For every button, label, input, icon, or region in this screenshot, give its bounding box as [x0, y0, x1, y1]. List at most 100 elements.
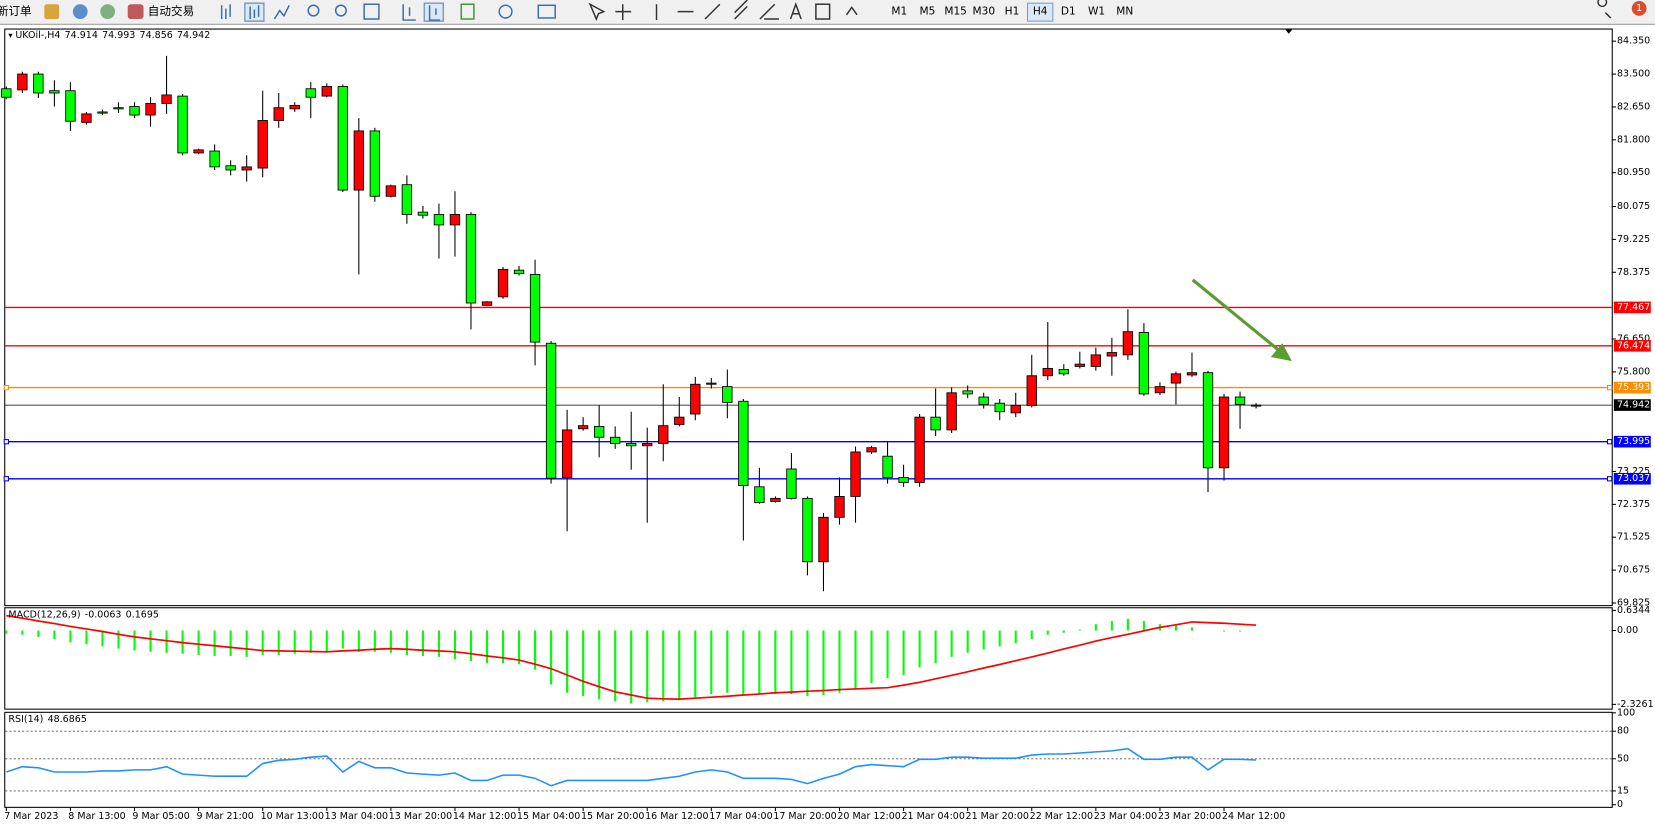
- candle-body: [1026, 375, 1037, 406]
- price-label-bg: [1613, 340, 1651, 352]
- icon[interactable]: [815, 3, 831, 20]
- timeframe-button[interactable]: M15: [944, 6, 967, 18]
- ohlc-close: 74.942: [177, 29, 210, 40]
- notification-badge[interactable]: [1631, 1, 1647, 16]
- x-tick-label: 24 Mar 12:00: [1222, 811, 1285, 822]
- candle-body: [113, 107, 124, 110]
- timeframe-button[interactable]: H4: [1033, 6, 1048, 18]
- y-tick-label: 82.650: [1617, 101, 1650, 112]
- icon-pressed[interactable]: [423, 2, 445, 22]
- signal-value: 0.1695: [126, 609, 159, 620]
- icon[interactable]: [402, 4, 416, 21]
- icon[interactable]: [704, 3, 721, 20]
- line-handle[interactable]: [3, 476, 9, 482]
- candle-body: [513, 269, 525, 275]
- candle-body: [209, 150, 220, 168]
- candle-body: [385, 185, 397, 197]
- icon[interactable]: [789, 2, 802, 20]
- line-handle[interactable]: [1606, 439, 1613, 445]
- icon[interactable]: [537, 4, 556, 19]
- line-handle[interactable]: [1606, 384, 1613, 391]
- timeframe-button[interactable]: M5: [920, 6, 936, 18]
- icon[interactable]: [72, 4, 88, 20]
- price-label-bg: [1613, 399, 1651, 411]
- icon[interactable]: [249, 5, 260, 20]
- icon[interactable]: [460, 3, 475, 20]
- candle-body: [850, 451, 861, 497]
- candle-body: [369, 130, 381, 197]
- candle-body: [545, 342, 557, 479]
- candle-body: [1202, 372, 1214, 469]
- timeframe-button[interactable]: W1: [1088, 6, 1105, 18]
- icon[interactable]: [759, 3, 779, 20]
- y-tick-label: 0: [1617, 799, 1623, 810]
- icon[interactable]: [363, 3, 380, 20]
- timeframe-button[interactable]: MN: [1116, 6, 1133, 18]
- x-tick-label: 14 Mar 12:00: [453, 811, 516, 822]
- candle-body: [802, 497, 813, 563]
- signal-line: [6, 614, 1257, 700]
- icon[interactable]: [428, 5, 441, 21]
- new-order-button[interactable]: 新订单: [0, 4, 32, 18]
- x-tick-label: 15 Mar 20:00: [581, 811, 644, 822]
- candle-body: [49, 90, 60, 94]
- indicator-title: MACD(12,26,9): [8, 609, 80, 620]
- x-tick-label: 9 Mar 05:00: [132, 811, 189, 822]
- candle-body: [658, 425, 669, 444]
- ohlc-high: 74.993: [102, 29, 135, 40]
- price-label: 74.942: [1617, 400, 1650, 411]
- icon[interactable]: [100, 4, 116, 20]
- candle-body: [17, 73, 28, 91]
- candle-body: [754, 486, 765, 504]
- icon[interactable]: [220, 4, 231, 20]
- candle-body: [65, 90, 76, 122]
- candle-body: [177, 95, 188, 154]
- auto-trading-icon[interactable]: [127, 4, 144, 20]
- candle-body: [1154, 386, 1166, 394]
- timeframe-button[interactable]: H1: [1005, 6, 1020, 18]
- price-label-bg: [1613, 472, 1651, 485]
- macd-value: -0.0063: [85, 609, 122, 620]
- timeframe-button[interactable]: D1: [1061, 6, 1076, 18]
- y-tick-label: 0.6344: [1617, 605, 1650, 616]
- icon[interactable]: [334, 4, 347, 17]
- y-tick-label: 71.525: [1617, 532, 1650, 543]
- y-tick-label: -2.3261: [1617, 699, 1654, 710]
- x-tick-label: 23 Mar 20:00: [1158, 811, 1221, 822]
- auto-trading-button[interactable]: 自动交易: [148, 4, 194, 18]
- icon[interactable]: [615, 4, 632, 21]
- icon[interactable]: [307, 4, 320, 17]
- line-handle[interactable]: [1606, 476, 1613, 482]
- symbol: ▾: [8, 29, 15, 39]
- icon[interactable]: [273, 4, 290, 20]
- candle-body: [161, 94, 172, 104]
- y-tick-label: 72.375: [1617, 499, 1650, 510]
- candle-body: [722, 386, 733, 403]
- main-panel-frame: [4, 28, 1613, 607]
- y-tick-label: 84.350: [1617, 36, 1650, 47]
- toolbar: 新订单 自动交易: [0, 0, 1655, 25]
- toolbar-icons: [220, 0, 1612, 22]
- rsi-panel-frame: [4, 711, 1613, 808]
- icon[interactable]: [588, 2, 606, 21]
- candle-body: [898, 477, 909, 483]
- symbol: UKOil-,H4: [15, 29, 60, 40]
- candle-body: [337, 86, 348, 191]
- price-label-bg: [1613, 301, 1651, 314]
- icon[interactable]: [498, 4, 513, 19]
- timeframe-button[interactable]: M1: [891, 6, 907, 18]
- candle-body: [1122, 331, 1134, 356]
- search-icon[interactable]: [1597, 0, 1612, 19]
- candle-body: [786, 468, 797, 499]
- icon[interactable]: [845, 6, 858, 16]
- line-handle[interactable]: [3, 439, 9, 445]
- line-handle[interactable]: [3, 384, 9, 391]
- x-tick-label: 17 Mar 20:00: [773, 811, 836, 822]
- timeframe-pressed[interactable]: [1026, 2, 1054, 22]
- candle-body: [610, 436, 621, 444]
- timeframe-button[interactable]: M30: [973, 6, 996, 18]
- candle-body: [257, 120, 268, 169]
- icon[interactable]: [734, 0, 748, 20]
- icon[interactable]: [44, 4, 60, 20]
